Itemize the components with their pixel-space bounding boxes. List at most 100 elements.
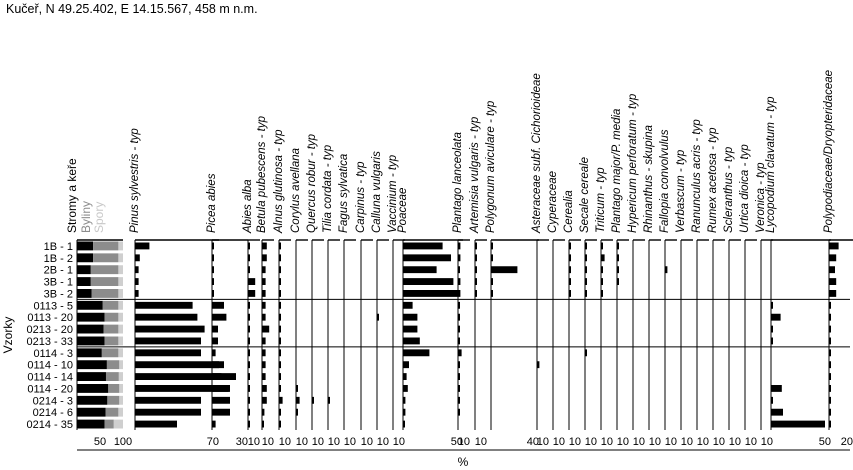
taxon-bar (279, 242, 281, 250)
taxon-label: Polygonum aviculare - typ (485, 100, 497, 233)
taxon-column: Rhinanthus - skupina 10 (643, 125, 661, 448)
taxon-label: Quercus robur - typ (306, 133, 318, 233)
taxon-bar (569, 254, 571, 262)
taxon-bar (403, 254, 451, 262)
taxon-bar (279, 373, 281, 380)
taxon-bar (475, 254, 477, 262)
taxon-label: Urtica dioica - typ (739, 144, 751, 233)
taxon-column: Carpinus - typ 10 (355, 161, 373, 448)
spores-bar (118, 312, 123, 322)
taxon-tick-label: 10 (601, 436, 613, 448)
taxon-bar (585, 254, 587, 262)
sample-label: 3B - 1 (44, 277, 73, 289)
taxon-bar (262, 373, 266, 380)
taxon-bar (262, 337, 266, 345)
taxon-bar (248, 361, 250, 369)
taxon-bar (829, 373, 831, 380)
taxon-bar (279, 349, 281, 357)
taxon-label: Vaccinium - typ (387, 154, 399, 233)
taxon-bar (771, 420, 825, 428)
taxon-label: Plantago lanceolata (452, 132, 464, 233)
taxon-tick-label: 10 (377, 436, 389, 448)
taxon-bar (262, 313, 266, 321)
taxon-tick-label: 10 (262, 436, 274, 448)
taxon-label: Fagus sylvatica (338, 154, 350, 233)
taxon-bar (601, 290, 603, 297)
taxon-bar (328, 396, 330, 404)
taxon-bar (279, 278, 281, 285)
taxon-bar (403, 301, 413, 309)
taxon-bar (475, 242, 477, 250)
taxon-bar (403, 349, 430, 357)
taxon-bar (248, 301, 250, 309)
taxon-column: Abies alba 10 (242, 179, 260, 448)
taxon-column: Fallopia convolvulus 10 (659, 129, 677, 448)
taxon-tick-label: 10 (279, 436, 291, 448)
y-axis-label: Vzorky (1, 317, 15, 354)
taxon-column: Secale cereale 10 (579, 157, 597, 448)
taxon-column: Verbascum - typ 10 (675, 149, 693, 448)
taxon-bar (279, 254, 281, 262)
taxon-bar (279, 325, 281, 333)
herbs-bar (104, 336, 119, 346)
taxon-bar (279, 313, 281, 321)
taxon-bar (262, 278, 266, 285)
taxon-bar (475, 278, 477, 285)
sample-label: 0214 - 35 (27, 419, 73, 431)
taxon-bar (262, 242, 267, 250)
taxon-bar (403, 373, 407, 380)
taxon-bar (262, 420, 264, 428)
taxon-column: Calluna vulgaris 10 (371, 151, 389, 448)
taxon-bar (135, 361, 219, 369)
spores-bar (118, 407, 123, 417)
taxon-tick-label: 10 (713, 436, 725, 448)
taxon-label: Poaceae (397, 188, 409, 233)
taxon-bar (403, 408, 406, 416)
summary-label: Byliny (79, 201, 93, 233)
taxon-bar (279, 337, 281, 345)
taxon-bar (458, 396, 460, 404)
taxon-bar (135, 396, 201, 404)
taxon-bar (135, 254, 140, 262)
trees-bar (77, 241, 94, 251)
trees-bar (77, 324, 104, 334)
taxon-label: Triticum - typ (595, 167, 607, 233)
taxon-bar (491, 242, 493, 250)
taxon-bar (262, 290, 266, 297)
herbs-bar (93, 253, 119, 263)
taxon-column: Polygonum aviculare - typ 40 (485, 100, 539, 448)
spores-bar (113, 419, 123, 429)
herbs-bar (108, 384, 120, 393)
summary-label: Spory (92, 202, 106, 233)
summary-tick-label: 100 (114, 436, 132, 448)
taxon-tick-label: 10 (745, 436, 757, 448)
taxon-bar (262, 396, 267, 404)
taxon-bar (458, 349, 462, 357)
taxon-label: Ranunculus acris - typ (691, 119, 703, 233)
trees-bar (77, 384, 109, 393)
taxon-column: Hypericum perforatum - typ 10 (627, 93, 645, 448)
herbs-bar (105, 372, 119, 381)
taxon-column: Vaccinium - typ 10 (387, 154, 405, 448)
taxon-bar (296, 408, 298, 416)
trees-bar (77, 265, 91, 275)
taxon-label: Lycopodium clavatum - typ (765, 96, 777, 233)
taxon-bar (262, 385, 267, 392)
taxon-tick-label: 10 (553, 436, 565, 448)
taxon-bar (248, 385, 250, 392)
taxon-bar (248, 290, 256, 297)
taxon-bar (403, 313, 418, 321)
taxon-bar (491, 254, 493, 262)
sample-label: 0113 - 5 (33, 300, 73, 312)
herbs-bar (107, 395, 120, 405)
taxon-tick-label: 40 (527, 436, 539, 448)
taxon-bar (296, 385, 298, 392)
taxon-bar (771, 385, 782, 392)
sample-label: 0113 - 20 (27, 312, 73, 324)
taxon-column: Asteraceae subf. Cichorioideae 10 (531, 73, 549, 448)
herbs-bar (90, 277, 119, 286)
herbs-bar (105, 407, 119, 417)
taxon-bar (458, 325, 460, 333)
taxon-column: Rumex acetosa - typ 10 (707, 127, 725, 448)
trees-bar (77, 407, 106, 417)
